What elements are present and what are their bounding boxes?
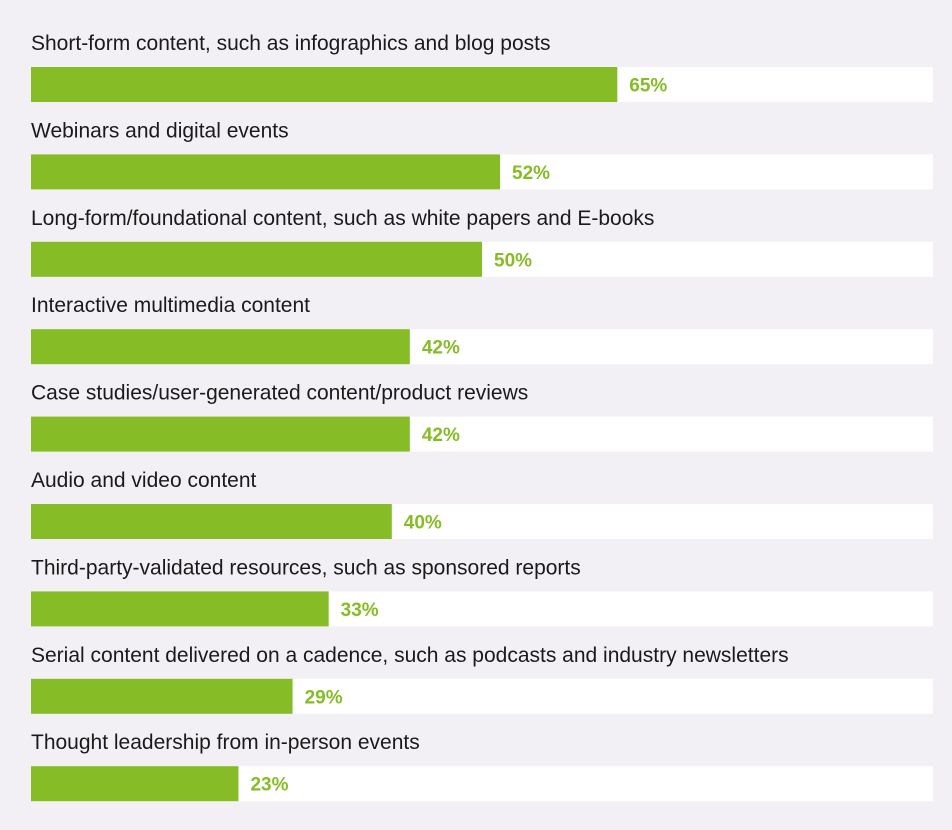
bar [31,329,410,365]
bar-row: Audio and video content 40% [31,469,933,539]
bar [31,678,293,714]
category-label: Thought leadership from in-person events [31,731,420,754]
bar [31,67,618,102]
chart-rows: Short-form content, such as infographics… [31,32,933,802]
value-label: 52% [512,163,550,184]
value-label: 65% [629,76,667,97]
bar [31,241,482,277]
bar-row: Long-form/foundational content, such as … [31,207,933,277]
value-label: 23% [250,775,288,796]
bar-row: Third-party-validated resources, such as… [31,556,933,627]
bar-row: Case studies/user-generated content/prod… [31,382,933,452]
value-label: 42% [422,425,460,446]
bar [31,591,329,627]
value-label: 40% [404,513,442,534]
category-label: Case studies/user-generated content/prod… [31,382,528,405]
category-label: Third-party-validated resources, such as… [31,556,581,579]
bar [31,416,410,452]
category-label: Serial content delivered on a cadence, s… [31,644,789,667]
value-label: 50% [494,250,532,271]
category-label: Interactive multimedia content [31,294,310,317]
bar [31,154,501,190]
bar [31,766,239,802]
category-label: Audio and video content [31,469,257,492]
bar-row: Interactive multimedia content 42% [31,294,933,365]
value-label: 29% [305,687,343,708]
value-label: 42% [422,338,460,359]
bar [31,504,392,539]
category-label: Short-form content, such as infographics… [31,32,550,55]
bar-row: Webinars and digital events 52% [31,119,933,190]
value-label: 33% [341,600,379,621]
bar-row: Serial content delivered on a cadence, s… [31,644,933,714]
bar-row: Short-form content, such as infographics… [31,32,933,102]
category-label: Webinars and digital events [31,119,289,142]
category-label: Long-form/foundational content, such as … [31,207,654,230]
bar-row: Thought leadership from in-person events… [31,731,933,802]
